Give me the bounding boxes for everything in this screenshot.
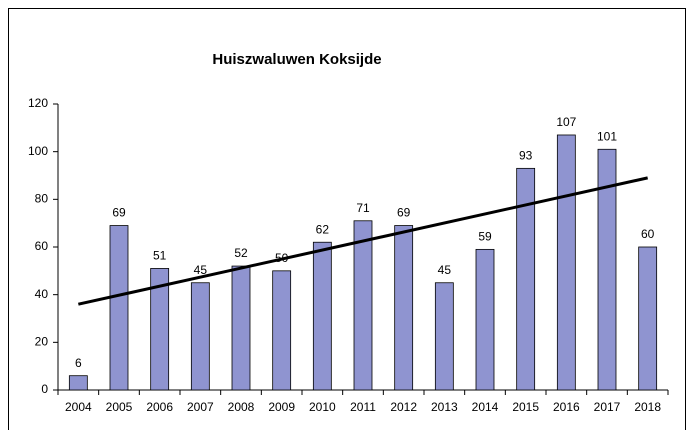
y-tick-label: 60 bbox=[35, 239, 49, 253]
y-tick-label: 40 bbox=[35, 287, 49, 301]
data-label: 101 bbox=[597, 129, 617, 143]
data-label: 60 bbox=[641, 227, 655, 241]
bar bbox=[434, 282, 454, 391]
x-tick-label: 2007 bbox=[187, 400, 214, 414]
y-tick-label: 0 bbox=[41, 382, 48, 396]
bar bbox=[150, 268, 170, 391]
x-tick-label: 2005 bbox=[106, 400, 133, 414]
data-label: 52 bbox=[234, 246, 248, 260]
data-label: 107 bbox=[556, 115, 576, 129]
x-tick-label: 2008 bbox=[228, 400, 255, 414]
data-label: 45 bbox=[438, 263, 452, 277]
x-tick-label: 2015 bbox=[512, 400, 539, 414]
y-tick-label: 20 bbox=[35, 335, 49, 349]
data-label: 6 bbox=[75, 356, 82, 370]
y-tick-label: 120 bbox=[28, 96, 48, 110]
x-tick-label: 2010 bbox=[309, 400, 336, 414]
x-tick-label: 2004 bbox=[65, 400, 92, 414]
x-tick-label: 2017 bbox=[594, 400, 621, 414]
x-tick-label: 2018 bbox=[634, 400, 661, 414]
x-tick-label: 2006 bbox=[146, 400, 173, 414]
x-tick-label: 2009 bbox=[268, 400, 295, 414]
bar bbox=[68, 375, 88, 391]
chart-title: Huiszwaluwen Koksijde bbox=[212, 51, 381, 68]
bar bbox=[109, 225, 129, 391]
y-tick-label: 80 bbox=[35, 192, 49, 206]
bar bbox=[597, 148, 617, 391]
data-label: 93 bbox=[519, 149, 533, 163]
data-label: 45 bbox=[194, 263, 208, 277]
bar bbox=[272, 270, 292, 391]
x-tick-label: 2013 bbox=[431, 400, 458, 414]
data-label: 69 bbox=[112, 206, 126, 220]
data-label: 71 bbox=[356, 201, 370, 215]
bar bbox=[394, 225, 414, 391]
y-tick-label: 100 bbox=[28, 144, 48, 158]
bar bbox=[231, 265, 251, 391]
bar bbox=[353, 220, 373, 391]
chart-frame bbox=[8, 8, 686, 430]
x-tick-label: 2016 bbox=[553, 400, 580, 414]
x-tick-label: 2011 bbox=[350, 400, 376, 414]
bar bbox=[638, 246, 658, 391]
trendline bbox=[78, 176, 648, 306]
bar bbox=[312, 241, 332, 391]
bar bbox=[516, 167, 536, 391]
bar bbox=[475, 248, 495, 391]
data-label: 69 bbox=[397, 206, 411, 220]
data-label: 59 bbox=[478, 230, 492, 244]
bar bbox=[556, 134, 576, 391]
x-tick-label: 2012 bbox=[390, 400, 417, 414]
x-tick-label: 2014 bbox=[472, 400, 499, 414]
bar bbox=[190, 282, 210, 391]
data-label: 62 bbox=[316, 222, 330, 236]
data-label: 51 bbox=[153, 249, 167, 263]
